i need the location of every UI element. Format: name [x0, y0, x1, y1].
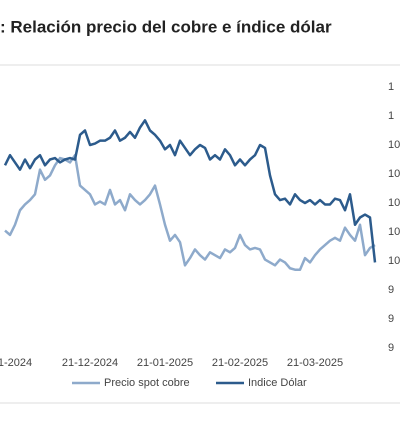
x-tick-label: 21-02-2025 [212, 357, 268, 369]
y-tick-label: 1 [388, 110, 394, 122]
legend-label: Precio spot cobre [104, 377, 190, 389]
series-line [3, 119, 377, 263]
y-tick-label: 10 [388, 197, 400, 209]
y-tick-label: 9 [388, 313, 394, 325]
legend-label: Indice Dólar [248, 377, 307, 389]
x-tick-label: 21-03-2025 [287, 357, 343, 369]
x-tick-label: 1-2024 [0, 357, 32, 369]
y-tick-label: 10 [388, 226, 400, 238]
y-tick-label: 10 [388, 255, 400, 267]
y-tick-label: 10 [388, 168, 400, 180]
x-tick-label: 21-01-2025 [137, 357, 193, 369]
series-line [4, 153, 376, 271]
y-tick-label: 9 [388, 342, 394, 354]
y-tick-label: 10 [388, 139, 400, 151]
x-tick-label: 21-12-2024 [62, 357, 118, 369]
y-tick-label: 1 [388, 81, 394, 93]
chart-title: : Relación precio del cobre e índice dól… [0, 17, 332, 36]
y-tick-label: 9 [388, 284, 394, 296]
